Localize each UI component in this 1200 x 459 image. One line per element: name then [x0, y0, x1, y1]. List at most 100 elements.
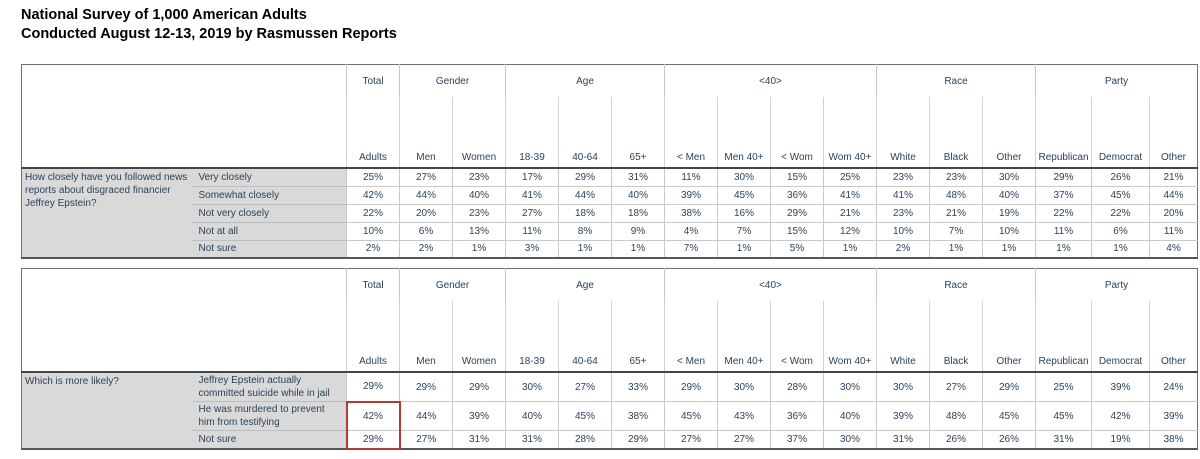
- report-title: National Survey of 1,000 American Adults…: [21, 6, 397, 44]
- column-header: 40-64: [558, 351, 612, 372]
- answer-cell: Not very closely: [191, 204, 347, 223]
- group-header: Age: [505, 64, 665, 97]
- value-cell: 30%: [505, 372, 559, 402]
- group-header: Gender: [399, 268, 506, 301]
- header-spacer-cell: [1091, 301, 1150, 351]
- value-cell: 28%: [770, 372, 824, 402]
- survey-table-followed-news: Total Gender Age <40> Race Party Adults Men Wome…: [21, 64, 1198, 259]
- value-cell: 22%: [346, 204, 400, 223]
- value-cell: 23%: [876, 204, 930, 223]
- group-header: Party: [1035, 64, 1198, 97]
- column-header: Men 40+: [717, 147, 771, 168]
- value-cell: 29%: [346, 372, 400, 402]
- header-spacer-cell: [664, 301, 718, 351]
- column-header: Adults: [346, 351, 400, 372]
- value-cell: 38%: [1149, 430, 1198, 449]
- value-cell: 13%: [452, 222, 506, 241]
- value-cell: 7%: [929, 222, 983, 241]
- value-cell: 39%: [1149, 401, 1198, 431]
- value-cell: 29%: [1035, 168, 1092, 187]
- header-spacer-cell: [823, 97, 877, 147]
- value-cell: 11%: [1149, 222, 1198, 241]
- value-cell: 40%: [823, 401, 877, 431]
- header-spacer-cell: [982, 301, 1036, 351]
- value-cell: 1%: [558, 240, 612, 259]
- column-header: Other: [982, 147, 1036, 168]
- value-cell: 4%: [1149, 240, 1198, 259]
- value-cell: 45%: [664, 401, 718, 431]
- value-cell: 31%: [452, 430, 506, 449]
- value-cell: 42%: [1091, 401, 1150, 431]
- value-cell: 23%: [452, 168, 506, 187]
- value-cell: 29%: [558, 168, 612, 187]
- header-spacer-cell: [505, 301, 559, 351]
- value-cell: 30%: [876, 372, 930, 402]
- value-cell: 26%: [1091, 168, 1150, 187]
- column-header: Black: [929, 351, 983, 372]
- value-cell: 6%: [399, 222, 453, 241]
- value-cell: 7%: [717, 222, 771, 241]
- value-cell: 42%: [345, 400, 401, 431]
- value-cell: 37%: [1035, 186, 1092, 205]
- value-cell: 40%: [452, 186, 506, 205]
- value-cell: 45%: [717, 186, 771, 205]
- value-cell: 37%: [770, 430, 824, 449]
- group-header: Age: [505, 268, 665, 301]
- value-cell: 1%: [717, 240, 771, 259]
- value-cell: 23%: [452, 204, 506, 223]
- column-header: Wom 40+: [823, 147, 877, 168]
- value-cell: 31%: [505, 430, 559, 449]
- value-cell: 4%: [664, 222, 718, 241]
- value-cell: 41%: [505, 186, 559, 205]
- value-cell: 21%: [823, 204, 877, 223]
- value-cell: 22%: [1035, 204, 1092, 223]
- value-cell: 26%: [929, 430, 983, 449]
- value-cell: 27%: [717, 430, 771, 449]
- value-cell: 39%: [664, 186, 718, 205]
- header-spacer-cell: [611, 97, 665, 147]
- header-spacer-cell: [558, 301, 612, 351]
- group-header: <40>: [664, 268, 877, 301]
- value-cell: 2%: [876, 240, 930, 259]
- column-header: < Wom: [770, 147, 824, 168]
- column-header: 65+: [611, 351, 665, 372]
- column-header: 65+: [611, 147, 665, 168]
- value-cell: 31%: [1035, 430, 1092, 449]
- value-cell: 1%: [452, 240, 506, 259]
- value-cell: 29%: [982, 372, 1036, 402]
- value-cell: 3%: [505, 240, 559, 259]
- value-cell: 30%: [717, 168, 771, 187]
- header-spacer-cell: [770, 301, 824, 351]
- value-cell: 38%: [664, 204, 718, 223]
- answer-cell: Not sure: [191, 430, 347, 449]
- value-cell: 41%: [823, 186, 877, 205]
- value-cell: 23%: [876, 168, 930, 187]
- header-spacer-cell: [929, 97, 983, 147]
- value-cell: 18%: [558, 204, 612, 223]
- header-spacer-cell: [558, 97, 612, 147]
- value-cell: 7%: [664, 240, 718, 259]
- value-cell: 15%: [770, 222, 824, 241]
- value-cell: 29%: [611, 430, 665, 449]
- value-cell: 39%: [452, 401, 506, 431]
- header-spacer-cell: [876, 301, 930, 351]
- column-header: Men: [399, 351, 453, 372]
- value-cell: 1%: [1035, 240, 1092, 259]
- answer-cell: Not at all: [191, 222, 347, 241]
- header-spacer-cell: [399, 301, 453, 351]
- value-cell: 8%: [558, 222, 612, 241]
- answer-cell: He was murdered to prevent him from test…: [191, 401, 347, 431]
- value-cell: 12%: [823, 222, 877, 241]
- column-header: Men: [399, 147, 453, 168]
- value-cell: 10%: [346, 222, 400, 241]
- value-cell: 43%: [717, 401, 771, 431]
- value-cell: 10%: [876, 222, 930, 241]
- question-cell: Which is more likely?: [21, 372, 192, 449]
- value-cell: 36%: [770, 186, 824, 205]
- value-cell: 26%: [982, 430, 1036, 449]
- header-spacer-cell: [1035, 301, 1092, 351]
- header-spacer-cell: [1035, 97, 1092, 147]
- value-cell: 25%: [346, 168, 400, 187]
- column-header: Black: [929, 147, 983, 168]
- header-spacer-cell: [1149, 301, 1198, 351]
